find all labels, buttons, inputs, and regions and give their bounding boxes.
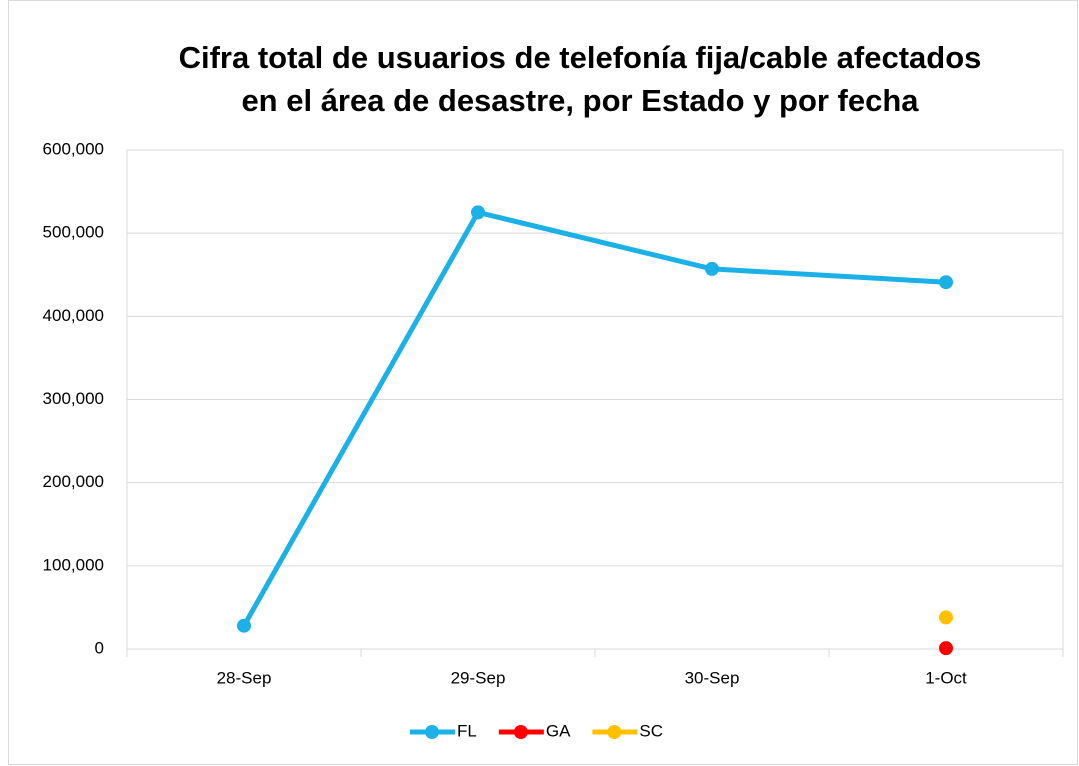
legend-label: GA (546, 721, 571, 740)
legend-marker (513, 725, 528, 739)
legend-label: FL (457, 721, 477, 740)
chart-title: en el área de desastre, por Estado y por… (241, 83, 919, 118)
x-tick-label: 29-Sep (451, 668, 506, 687)
chart-title: Cifra total de usuarios de telefonía fij… (179, 40, 982, 75)
x-tick-label: 1-Oct (925, 668, 967, 687)
y-tick-label: 300,000 (43, 389, 104, 408)
y-tick-label: 400,000 (43, 306, 104, 325)
y-tick-label: 100,000 (43, 555, 104, 574)
y-tick-label: 500,000 (43, 223, 104, 242)
chart-border (8, 0, 1078, 765)
legend-marker (425, 725, 439, 739)
legend-label: SC (639, 721, 663, 740)
data-point (939, 641, 953, 656)
data-point (237, 618, 251, 633)
x-tick-label: 28-Sep (217, 668, 272, 687)
y-tick-label: 0 (95, 638, 104, 657)
legend-marker (607, 725, 622, 739)
data-point (939, 275, 953, 290)
y-tick-label: 200,000 (43, 472, 104, 491)
x-tick-label: 30-Sep (685, 668, 740, 687)
data-point (471, 205, 485, 220)
y-tick-label: 600,000 (43, 139, 104, 158)
data-point (939, 610, 953, 625)
series-line (241, 209, 947, 627)
data-point (705, 261, 719, 276)
